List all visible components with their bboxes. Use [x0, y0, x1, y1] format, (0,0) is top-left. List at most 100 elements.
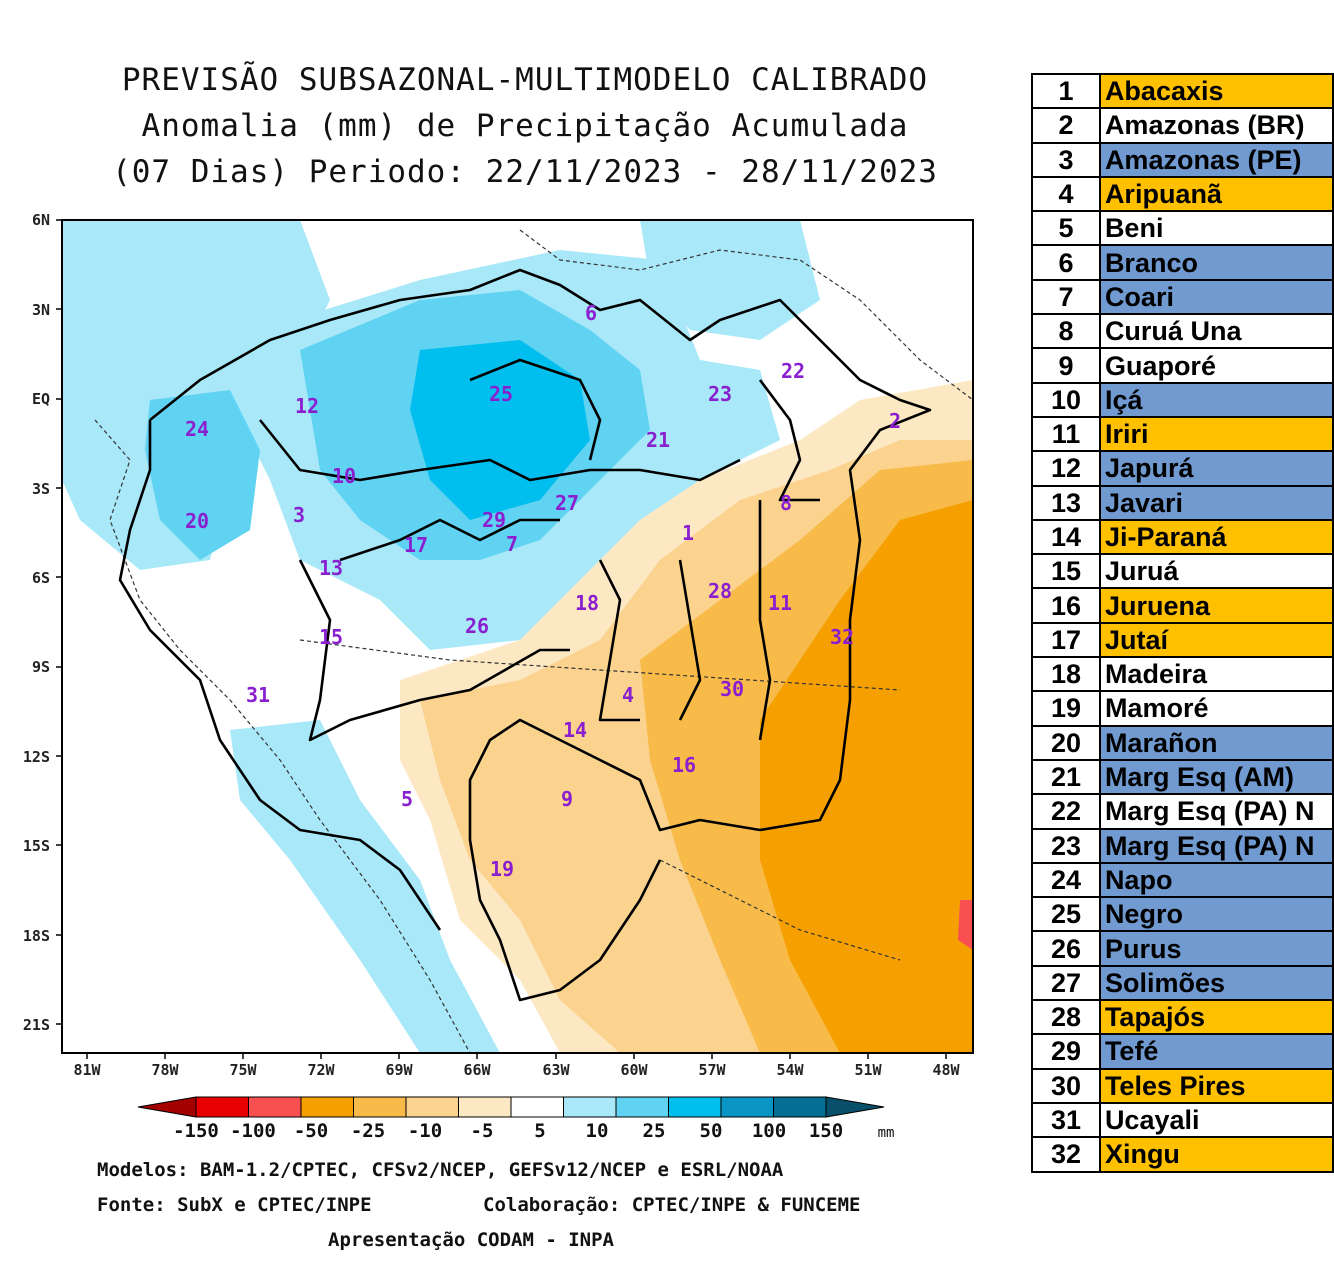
dry-anomaly-strongest — [760, 500, 973, 1053]
colorbar: -150 -100 -50 -25 -10 -5 5 10 25 50 100 … — [137, 1096, 895, 1142]
map-basin-label: 4 — [622, 683, 634, 707]
basin-row: 4 Aripuanã — [1031, 175, 1334, 213]
lat-tick-label: 3S — [32, 480, 50, 498]
lat-tick-label: 12S — [23, 748, 50, 766]
basin-name: Amazonas (BR) — [1098, 107, 1334, 144]
lon-tick-label: 69W — [385, 1061, 413, 1079]
basin-number: 2 — [1031, 107, 1101, 144]
basin-row: 24 Napo — [1031, 861, 1334, 899]
basin-number: 8 — [1031, 313, 1101, 350]
lon-tick-label: 66W — [463, 1061, 491, 1079]
basin-number: 32 — [1031, 1136, 1101, 1173]
colorbar-boxes — [195, 1096, 827, 1118]
basin-number: 15 — [1031, 553, 1101, 590]
map-basin-label: 15 — [319, 625, 343, 649]
basin-name: Beni — [1098, 210, 1334, 247]
map-basin-label: 19 — [490, 857, 514, 881]
basin-number: 7 — [1031, 278, 1101, 316]
map-basin-label: 12 — [295, 394, 319, 418]
basin-name: Aripuanã — [1098, 175, 1334, 213]
basin-name: Içá — [1098, 381, 1334, 418]
basin-name: Curuá Una — [1098, 313, 1334, 350]
colorbar-box — [458, 1096, 512, 1118]
map-frame — [61, 219, 974, 1054]
map-basin-label: 30 — [720, 677, 744, 701]
basin-row: 30 Teles Pires — [1031, 1067, 1334, 1104]
basin-name: Branco — [1098, 244, 1334, 281]
basin-number: 31 — [1031, 1101, 1101, 1139]
lat-tick-label: 6S — [32, 569, 50, 587]
basin-row: 19 Mamoré — [1031, 690, 1334, 727]
lat-tick-label: 21S — [23, 1016, 50, 1034]
basin-row: 9 Guaporé — [1031, 347, 1334, 384]
basin-number: 1 — [1031, 72, 1101, 110]
colorbar-unit: mm — [878, 1125, 895, 1141]
map-basin-label: 31 — [246, 683, 270, 707]
wet-anomaly-north-east — [640, 220, 820, 340]
footer-collaboration: Colaboração: CPTEC/INPE & FUNCEME — [483, 1194, 861, 1216]
basin-number: 16 — [1031, 587, 1101, 624]
basin-name: Teles Pires — [1098, 1067, 1334, 1104]
basin-name: Purus — [1098, 930, 1334, 967]
basin-number-labels: 1 2 3 4 5 6 7 8 9 10 11 12 13 14 15 16 1… — [185, 301, 901, 881]
map-basin-label: 18 — [575, 591, 599, 615]
colorbar-box — [668, 1096, 722, 1118]
basin-number: 23 — [1031, 827, 1101, 864]
basin-number: 19 — [1031, 690, 1101, 727]
map-basin-label: 8 — [780, 491, 792, 515]
map-title-line-1: PREVISÃO SUBSAZONAL-MULTIMODELO CALIBRAD… — [121, 62, 929, 98]
lat-tick-label: EQ — [32, 390, 50, 408]
footer-presentation: Apresentação CODAM - INPA — [328, 1229, 614, 1251]
lat-tick-label: 6N — [32, 211, 50, 229]
colorbar-tick-label: 5 — [534, 1120, 545, 1142]
basin-name: Tapajós — [1098, 999, 1334, 1036]
basin-name: Madeira — [1098, 656, 1334, 693]
basin-row: 10 Içá — [1031, 381, 1334, 418]
country-borders — [94, 229, 973, 1053]
lon-ticks — [86, 1053, 947, 1059]
basin-number: 13 — [1031, 484, 1101, 521]
map-plot-area: 1 2 3 4 5 6 7 8 9 10 11 12 13 14 15 16 1… — [62, 220, 973, 1053]
basin-number: 27 — [1031, 964, 1101, 1002]
colorbar-tick-label: 25 — [643, 1120, 666, 1142]
basin-name: Marañon — [1098, 724, 1334, 761]
lon-tick-label: 48W — [932, 1061, 960, 1079]
map-basin-label: 17 — [404, 533, 428, 557]
longitude-axis: 81W 78W 75W 72W 69W 66W 63W 60W 57W 54W … — [73, 1053, 961, 1079]
map-basin-label: 3 — [293, 503, 305, 527]
basin-name: Amazonas (PE) — [1098, 141, 1334, 178]
map-basin-label: 13 — [319, 556, 343, 580]
wet-anomaly-south — [230, 720, 500, 1053]
basin-row: 32 Xingu — [1031, 1136, 1334, 1173]
precipitation-anomaly-map: 1 2 3 4 5 6 7 8 9 10 11 12 13 14 15 16 1… — [23, 211, 974, 1142]
lon-tick-label: 54W — [776, 1061, 804, 1079]
basin-number: 18 — [1031, 656, 1101, 693]
lon-tick-label: 57W — [698, 1061, 726, 1079]
basin-name: Marg Esq (AM) — [1098, 758, 1334, 796]
colorbar-box — [773, 1096, 827, 1118]
wet-anomaly-west — [145, 390, 260, 560]
basin-number: 17 — [1031, 621, 1101, 659]
colorbar-box — [248, 1096, 302, 1118]
footer-source: Fonte: SubX e CPTEC/INPE — [97, 1194, 372, 1216]
lat-tick-label: 3N — [32, 301, 50, 319]
basin-number: 14 — [1031, 518, 1101, 556]
lon-tick-label: 60W — [620, 1061, 648, 1079]
basin-number: 30 — [1031, 1067, 1101, 1104]
basin-number: 5 — [1031, 210, 1101, 247]
lon-tick-label: 75W — [229, 1061, 257, 1079]
map-basin-label: 32 — [830, 625, 854, 649]
basin-row: 26 Purus — [1031, 930, 1334, 967]
map-basin-label: 10 — [332, 464, 356, 488]
basin-row: 13 Javari — [1031, 484, 1334, 521]
basin-name: Guaporé — [1098, 347, 1334, 384]
basin-row: 15 Juruá — [1031, 553, 1334, 590]
basin-number: 3 — [1031, 141, 1101, 178]
colorbar-box — [195, 1096, 249, 1118]
basin-name: Juruena — [1098, 587, 1334, 624]
colorbar-tick-label: -25 — [351, 1120, 385, 1142]
basin-number: 4 — [1031, 175, 1101, 213]
basin-row: 2 Amazonas (BR) — [1031, 107, 1334, 144]
basin-number: 6 — [1031, 244, 1101, 281]
colorbar-tick-label: 150 — [809, 1120, 843, 1142]
